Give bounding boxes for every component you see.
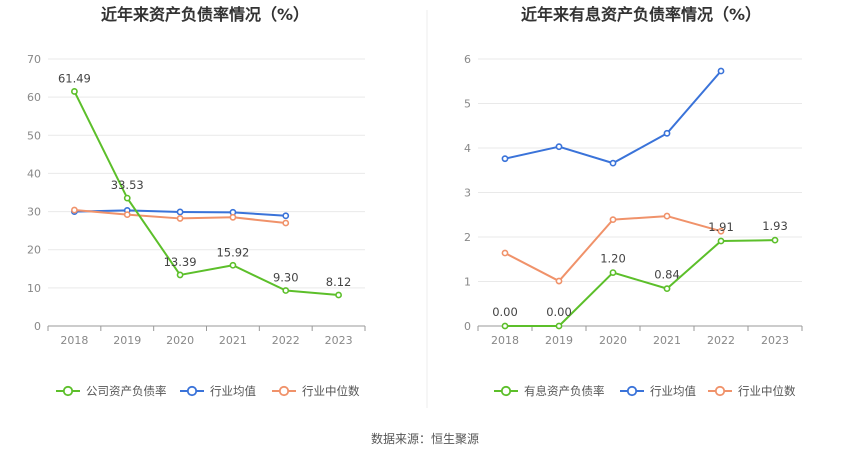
data-label: 33.53 [111,178,144,192]
y-tick-label: 50 [27,129,41,142]
y-tick-label: 20 [27,244,41,257]
data-point [71,206,78,214]
chart-debt-ratio: 近年来资产负债率情况（%） 0 10 20 30 40 50 60 70 2018 2019 2020… [27,5,366,398]
data-label: 8.12 [326,275,352,289]
y-tick-label: 40 [27,167,41,180]
data-point [71,88,78,95]
data-label: 13.39 [164,255,197,269]
y-tick-label: 5 [464,98,471,111]
x-tick-label: 2021 [219,334,247,347]
x-tick-label: 2021 [653,334,681,347]
data-label: 0.00 [546,305,572,319]
y-tick-label: 70 [27,53,41,66]
data-point [501,249,509,257]
data-point [663,212,671,220]
data-point [176,208,184,216]
x-tick-label: 2019 [545,334,573,347]
data-point [555,277,563,285]
data-point [609,269,617,276]
y-tick-label: 1 [464,276,471,289]
x-tick-label: 2023 [761,334,789,347]
chart-interest-bearing-debt-ratio: 近年来有息资产负债率情况（%） 0 1 2 3 4 5 6 2018 2019 2020 2021 20… [464,5,803,398]
data-point [229,213,237,221]
x-tick-label: 2018 [491,334,519,347]
x-tick-label: 2018 [60,334,88,347]
data-point [229,261,237,269]
data-point [176,215,184,222]
y-tick-label: 3 [464,187,471,200]
y-tick-label: 0 [464,320,471,333]
data-point [609,216,617,224]
x-tick-label: 2022 [272,334,300,347]
data-label: 0.84 [654,268,680,282]
data-point [771,236,779,244]
series-line [505,239,776,327]
data-point [609,159,617,167]
legend-label: 公司资产负债率 [86,384,167,398]
x-tick-label: 2020 [166,334,194,347]
data-label: 9.30 [273,271,299,285]
chart-title: 近年来资产负债率情况（%） [101,5,309,24]
y-tick-label: 4 [464,142,471,155]
legend-label: 行业均值 [210,384,256,398]
data-label: 1.91 [708,220,734,234]
data-point [123,194,131,202]
y-tick-label: 0 [34,320,41,333]
data-point [663,129,671,137]
data-label: 61.49 [58,71,91,85]
source-text: 数据来源：恒生聚源 [371,431,479,446]
y-tick-label: 6 [464,53,471,66]
legend-marker [714,385,726,397]
data-label: 1.93 [762,219,788,233]
x-tick-label: 2020 [599,334,627,347]
data-point [176,271,184,279]
y-tick-label: 30 [27,206,41,219]
data-point [123,211,131,219]
data-point [717,67,725,75]
legend-marker [62,385,74,397]
data-point [555,322,563,330]
data-point [282,212,290,220]
x-tick-label: 2019 [113,334,141,347]
legend-marker [186,385,198,397]
legend-marker [500,385,512,397]
legend-label: 行业中位数 [738,384,796,398]
data-point [663,285,671,293]
data-point [555,143,563,151]
y-tick-label: 10 [27,282,41,295]
y-tick-label: 2 [464,231,471,244]
data-point [501,155,509,163]
data-point [717,227,725,235]
series-line [73,91,339,297]
legend-label: 有息资产负债率 [524,384,605,398]
legend-label: 行业中位数 [302,384,360,398]
x-tick-label: 2022 [707,334,735,347]
data-point [282,287,290,294]
data-point [501,322,509,330]
x-tick-label: 2023 [325,334,353,347]
y-tick-label: 60 [27,91,41,104]
legend-marker [278,385,290,397]
legend-label: 行业均值 [650,384,696,398]
chart-title: 近年来有息资产负债率情况（%） [521,5,761,24]
legend-marker [626,385,638,397]
data-label: 0.00 [492,305,518,319]
data-point [717,237,725,245]
data-point [282,219,290,227]
series-line [504,70,722,165]
data-point [335,291,342,299]
data-label: 15.92 [216,245,249,259]
data-label: 1.20 [600,252,626,266]
